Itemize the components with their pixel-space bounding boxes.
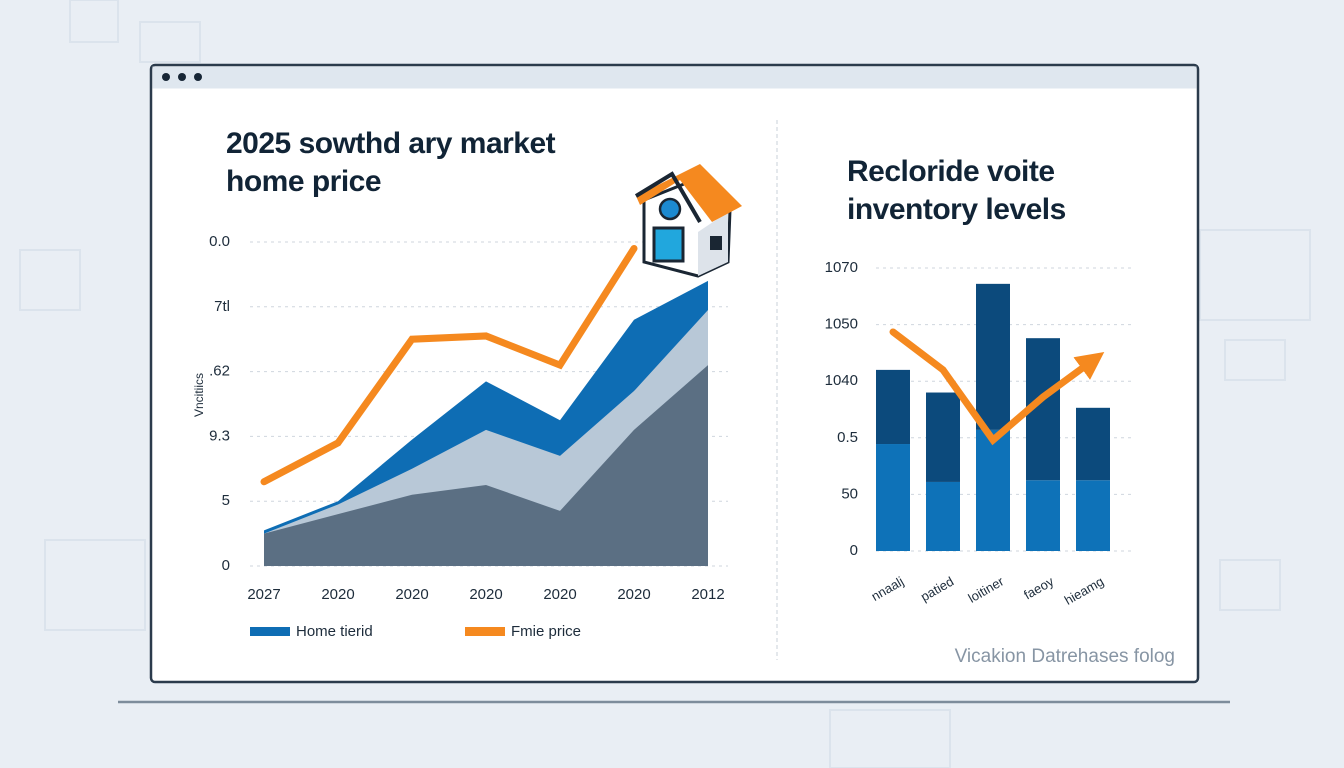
y-tick-label: 0.5: [837, 429, 858, 446]
y-tick-label: 9.3: [209, 427, 230, 444]
bar: [926, 481, 960, 551]
area: [264, 365, 708, 566]
bar: [876, 444, 910, 551]
y-tick-label: 0: [850, 542, 858, 559]
y-tick-label: 0.0: [209, 233, 230, 250]
y-tick-label: 1040: [825, 372, 858, 389]
y-tick-label: 50: [841, 485, 858, 502]
y-tick-label: 5: [222, 492, 230, 509]
y-tick-label: 0: [222, 557, 230, 574]
chart-title: 2025 sowthd ary market home price: [226, 127, 556, 198]
background-deco: [19, 0, 1311, 768]
bar: [1076, 480, 1110, 551]
x-tick-label: 2012: [691, 586, 724, 603]
line: [260, 244, 638, 486]
y-tick-label: 1050: [825, 316, 858, 333]
legend-label: Fmie price: [511, 623, 581, 640]
x-tick-label: 2020: [617, 586, 650, 603]
chart-title: Recloride voite inventory levels: [847, 155, 1066, 226]
x-tick-label: 2020: [543, 586, 576, 603]
annotation: Vicakion Datrehases folog: [955, 646, 1175, 667]
bar: [976, 283, 1010, 430]
line: [889, 328, 1105, 446]
legend-swatch: [250, 627, 290, 636]
bar: [1026, 480, 1060, 551]
legend-label: Home tierid: [296, 623, 373, 640]
y-tick-label: 7tl: [214, 298, 230, 315]
y-tick-label: .62: [209, 363, 230, 380]
y-tick-label: 1070: [825, 259, 858, 276]
x-tick-label: 2020: [469, 586, 502, 603]
bar: [976, 429, 1010, 551]
y-axis-label: Vncitiics: [192, 373, 206, 417]
legend-swatch: [465, 627, 505, 636]
x-tick-label: 2020: [395, 586, 428, 603]
x-tick-label: 2027: [247, 586, 280, 603]
x-tick-label: 2020: [321, 586, 354, 603]
window-dots: [162, 73, 202, 81]
house-icon: [634, 164, 742, 278]
bar: [926, 392, 960, 482]
window-titlebar: [152, 66, 1197, 89]
bar: [1076, 407, 1110, 481]
bar: [876, 369, 910, 445]
